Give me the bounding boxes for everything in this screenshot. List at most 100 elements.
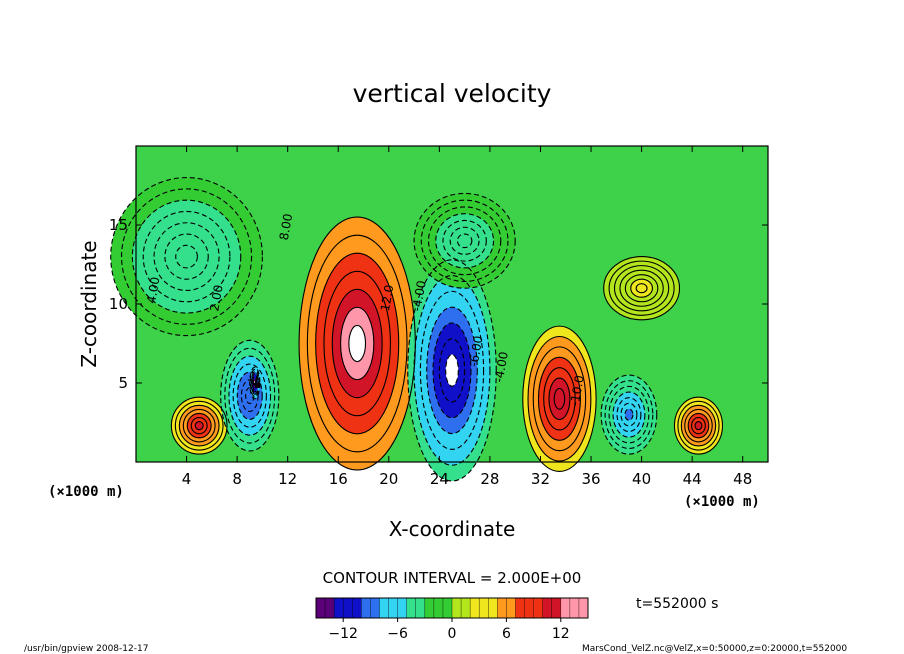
colorbar-swatch-27: [560, 598, 571, 618]
contour-10-4: [624, 274, 659, 303]
cell-9-band-6: [457, 234, 472, 248]
cell-10-band-6: [636, 283, 648, 293]
contour-label-6: -10.0: [568, 374, 587, 407]
contour-6-5: [620, 402, 638, 427]
contour-10-5: [630, 278, 653, 298]
x-tick-label-10: 44: [683, 470, 702, 488]
y-tick-label-2: 15: [109, 216, 128, 234]
contour-3-3: [323, 270, 391, 417]
cell-7-band-6: [695, 421, 702, 430]
contour-0-2: [178, 404, 220, 447]
contour-10-1: [608, 260, 675, 316]
colorbar-swatch-20: [497, 598, 507, 618]
contour-1-2: [228, 355, 272, 436]
contour-6-0: [600, 374, 658, 455]
contour-3-2: [315, 252, 400, 435]
x-axis-label: X-coordinate: [389, 517, 516, 541]
colorbar-tick-label-1: −6: [387, 626, 408, 642]
contour-1-1: [224, 347, 276, 444]
contour-5-1: [527, 335, 592, 462]
colorbar-swatch-5: [361, 598, 371, 618]
contour-0-4: [186, 412, 212, 439]
contour-6-1: [604, 380, 654, 450]
plot-area: 4.00 2.00 8.00 12.0 -4.00 -6.00 -10.0 -4.00: [110, 145, 769, 482]
contour-8-1: [121, 188, 253, 325]
colorbar-swatch-26: [551, 598, 562, 618]
contour-4-3: [426, 306, 478, 435]
contour-8-2: [131, 199, 242, 314]
x-axis-unit-left: (×1000 m): [48, 484, 124, 500]
contour-1-0: [220, 339, 280, 452]
contour-labels: 4.00 2.00 8.00 12.0 -4.00 -6.00 -10.0 -4.00: [144, 213, 587, 408]
contour-5-2: [532, 346, 587, 452]
contour-0-5: [190, 416, 208, 435]
colorbar-swatch-1: [325, 598, 335, 618]
contour-label-2: 8.00: [277, 213, 295, 242]
colorbar-swatch-22: [515, 598, 526, 618]
colorbar-swatch-3: [343, 598, 353, 618]
colorbar-swatch-25: [542, 598, 553, 618]
contour-5-6: [553, 387, 566, 410]
contour-3-6: [348, 324, 367, 363]
colorbar-swatch-18: [479, 598, 489, 618]
colorbar-swatch-13: [433, 598, 444, 618]
x-tick-label-6: 28: [480, 470, 499, 488]
colorbar-swatch-12: [424, 598, 435, 618]
colorbar-ticks: −12 −6 0 6 12: [328, 618, 570, 642]
contour-7-4: [687, 412, 710, 439]
contour-1-3: [232, 363, 267, 428]
colorbar-swatch-15: [452, 598, 462, 618]
contour-label-4: -4.00: [410, 279, 429, 312]
colorbar-swatch-21: [506, 598, 516, 618]
contour-label-5: -6.00: [466, 335, 485, 368]
colorbar-swatch-6: [370, 598, 380, 618]
y-tick-label-1: 10: [109, 295, 128, 313]
colorbar-swatch-23: [524, 598, 535, 618]
contour-4-2: [419, 290, 485, 450]
contour-1-4: [236, 371, 263, 420]
contour-0-6: [194, 421, 204, 431]
colorbar-swatch-19: [488, 598, 498, 618]
contour-10-2: [613, 265, 670, 312]
contour-label-0: 4.00: [144, 276, 162, 305]
footer-right: MarsCond_VelZ.nc@VelZ,x=0:50000,z=0:2000…: [582, 644, 847, 654]
contour-8-4: [153, 222, 220, 292]
contour-label-3: 12.0: [378, 284, 396, 313]
contour-9-5: [449, 226, 480, 255]
contour-9-2: [427, 206, 502, 276]
contour-6-6: [624, 408, 634, 421]
contour-6-3: [612, 391, 646, 438]
colorbar-swatches: [315, 598, 589, 618]
y-axis-label: Z-coordinate: [77, 240, 101, 367]
contour-2-1: [249, 368, 260, 398]
x-tick-label-3: 16: [329, 470, 348, 488]
contour-7-6: [694, 421, 703, 431]
contour-lines: [110, 177, 724, 482]
contour-0-3: [182, 408, 216, 443]
colorbar-swatch-8: [388, 598, 399, 618]
contour-9-6: [456, 233, 473, 249]
time-label: t=552000 s: [636, 596, 718, 612]
contour-4-4: [432, 322, 472, 419]
chart-title: vertical velocity: [353, 79, 552, 108]
colorbar: −12 −6 0 6 12: [315, 597, 589, 642]
contour-6-2: [608, 385, 650, 444]
contour-3-1: [306, 234, 408, 453]
colorbar-swatch-14: [442, 598, 453, 618]
contour-3-4: [331, 288, 383, 399]
x-tick-label-0: 4: [182, 470, 192, 488]
colorbar-swatch-11: [415, 598, 426, 618]
colorbar-swatch-4: [352, 598, 362, 618]
contour-9-4: [442, 219, 487, 262]
contour-5-0: [522, 325, 597, 473]
colorbar-tick-label-0: −12: [328, 626, 358, 642]
colorbar-swatch-9: [397, 598, 408, 618]
cell-5-band-6: [554, 388, 565, 410]
contour-2-0: [249, 366, 261, 400]
colorbar-swatch-10: [406, 598, 417, 618]
contour-0-1: [174, 400, 224, 451]
x-tick-label-9: 40: [632, 470, 651, 488]
x-axis-unit-right: (×1000 m): [684, 494, 760, 510]
contour-4-6: [445, 354, 459, 387]
x-tick-label-11: 48: [733, 470, 752, 488]
